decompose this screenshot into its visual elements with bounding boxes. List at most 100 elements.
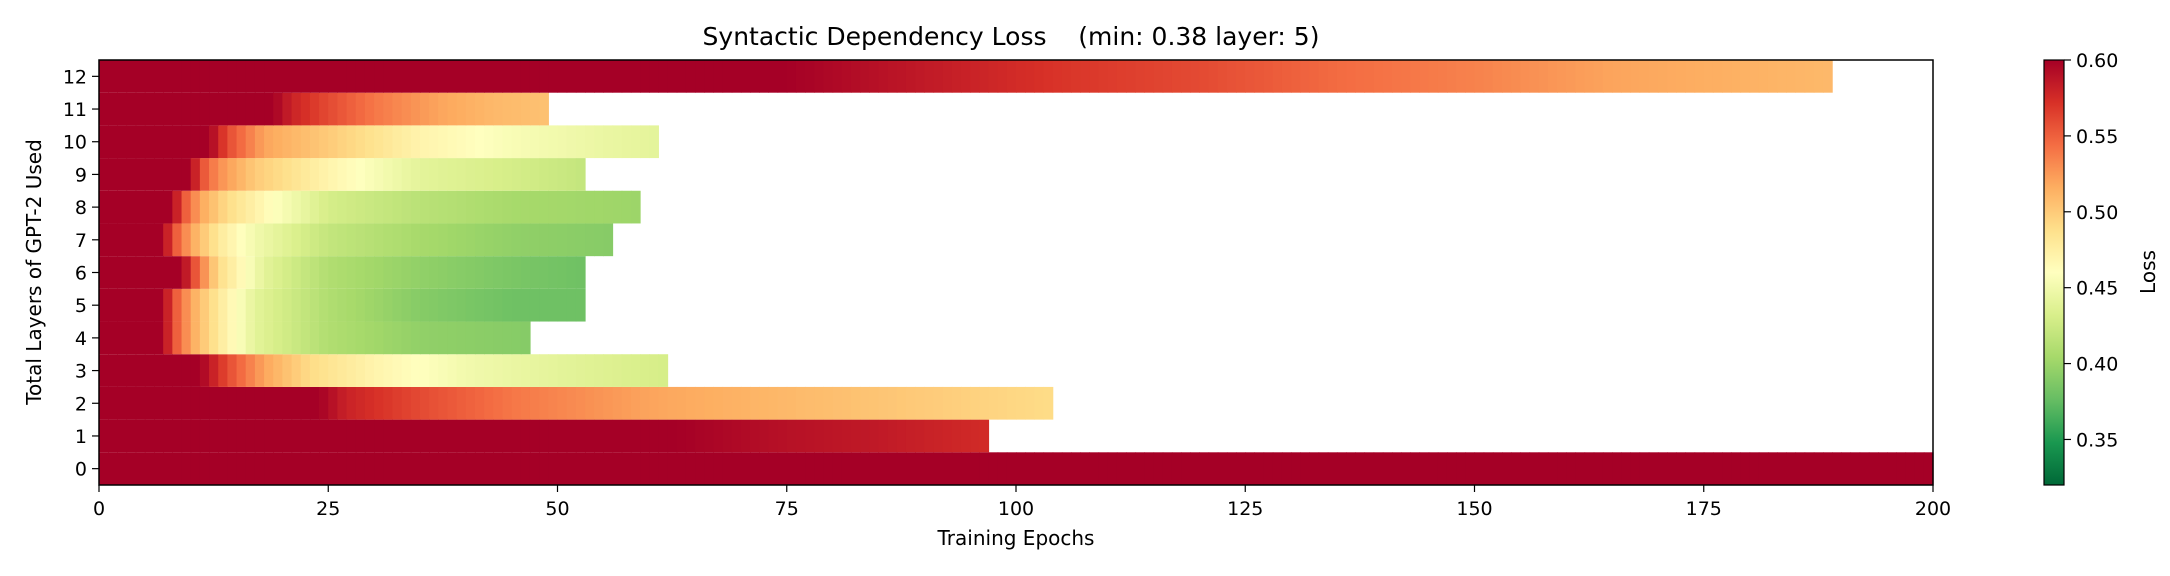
heatmap-cell <box>566 419 577 453</box>
heatmap-cell <box>1373 60 1384 93</box>
heatmap-cell <box>484 419 494 453</box>
heatmap-cell <box>108 92 118 126</box>
heatmap-cell <box>254 223 265 257</box>
heatmap-cell <box>621 125 632 159</box>
x-tick-label: 0 <box>93 498 105 520</box>
heatmap-cell <box>190 190 201 224</box>
heatmap-cell <box>346 321 357 355</box>
heatmap-cell <box>1162 452 1173 485</box>
heatmap-cell <box>328 321 339 355</box>
heatmap-cell <box>1236 60 1246 93</box>
heatmap-cell <box>502 386 513 420</box>
heatmap-cell <box>1722 60 1732 93</box>
heatmap-cell <box>337 419 348 453</box>
heatmap-cell <box>392 125 403 159</box>
heatmap-cell <box>392 419 403 453</box>
heatmap-cell <box>1685 452 1696 485</box>
heatmap-cell <box>1621 60 1631 93</box>
heatmap-cell <box>502 321 513 355</box>
heatmap-cell <box>218 60 228 93</box>
heatmap-cell <box>374 452 384 485</box>
heatmap-cell <box>154 125 164 159</box>
heatmap-cell <box>236 321 247 355</box>
heatmap-cell <box>896 419 907 453</box>
heatmap-cell <box>850 386 861 420</box>
heatmap-cell <box>364 158 375 191</box>
heatmap-cell <box>1052 60 1063 93</box>
heatmap-cell <box>1777 452 1787 485</box>
heatmap-cell <box>1263 452 1274 485</box>
heatmap-cell <box>539 386 549 420</box>
heatmap-cell <box>337 354 348 387</box>
heatmap-cell <box>209 419 219 453</box>
heatmap-cell <box>218 125 228 159</box>
heatmap-cell <box>172 223 183 257</box>
heatmap-cell <box>1896 452 1907 485</box>
heatmap-cell <box>328 256 339 289</box>
heatmap-cell <box>273 158 283 191</box>
heatmap-cell <box>594 386 604 420</box>
heatmap-cell <box>465 256 476 289</box>
heatmap-cell <box>364 288 375 322</box>
heatmap-cell <box>209 223 219 257</box>
heatmap-cell <box>117 256 128 289</box>
heatmap-cell <box>924 419 935 453</box>
heatmap-cell <box>410 125 421 159</box>
heatmap-cell <box>1052 452 1063 485</box>
heatmap-cell <box>502 125 513 159</box>
heatmap-cell <box>539 223 549 257</box>
heatmap-cell <box>264 288 274 322</box>
heatmap-cell <box>768 452 779 485</box>
heatmap-cell <box>254 452 265 485</box>
heatmap-cell <box>154 190 164 224</box>
heatmap-cell <box>337 125 348 159</box>
heatmap-cell <box>218 386 228 420</box>
heatmap-cell <box>502 354 513 387</box>
x-tick-label: 50 <box>545 498 569 520</box>
heatmap-cell <box>887 452 898 485</box>
heatmap-cell <box>493 321 504 355</box>
heatmap-cell <box>135 321 146 355</box>
heatmap-cell <box>539 92 549 126</box>
heatmap-cell <box>1300 452 1311 485</box>
heatmap-cell <box>108 288 118 322</box>
heatmap-cell <box>383 92 394 126</box>
heatmap-cell <box>575 60 586 93</box>
heatmap-cell <box>713 452 724 485</box>
heatmap-cell <box>695 452 705 485</box>
heatmap-cell <box>557 256 568 289</box>
heatmap-cell <box>1016 60 1026 93</box>
heatmap-cell <box>1520 60 1531 93</box>
heatmap-cell <box>300 92 311 126</box>
heatmap-cell <box>273 92 283 126</box>
heatmap-cell <box>1639 452 1650 485</box>
heatmap-cell <box>612 386 623 420</box>
heatmap-cell <box>951 60 962 93</box>
heatmap-cell <box>823 452 834 485</box>
heatmap-cell <box>1777 60 1787 93</box>
heatmap-cell <box>383 158 394 191</box>
heatmap-cell <box>979 386 990 420</box>
heatmap-cell <box>740 386 751 420</box>
heatmap-cell <box>548 354 559 387</box>
heatmap-cell <box>309 419 320 453</box>
heatmap-cell <box>860 452 870 485</box>
heatmap-cell <box>383 125 394 159</box>
heatmap-cell <box>364 92 375 126</box>
heatmap-cell <box>484 158 494 191</box>
heatmap-cell <box>401 92 412 126</box>
heatmap-cell <box>282 419 293 453</box>
heatmap-cell <box>209 452 219 485</box>
heatmap-cell <box>630 354 641 387</box>
heatmap-cell <box>144 60 155 93</box>
heatmap-cell <box>135 256 146 289</box>
heatmap-cell <box>429 125 439 159</box>
heatmap-cell <box>254 419 265 453</box>
heatmap-cell <box>1135 452 1145 485</box>
heatmap-cell <box>493 190 504 224</box>
colorbar-tick-label: 0.60 <box>2076 50 2118 72</box>
heatmap-cell <box>1593 452 1604 485</box>
heatmap-cell <box>254 288 265 322</box>
heatmap-cell <box>199 288 210 322</box>
heatmap-cell <box>410 223 421 257</box>
